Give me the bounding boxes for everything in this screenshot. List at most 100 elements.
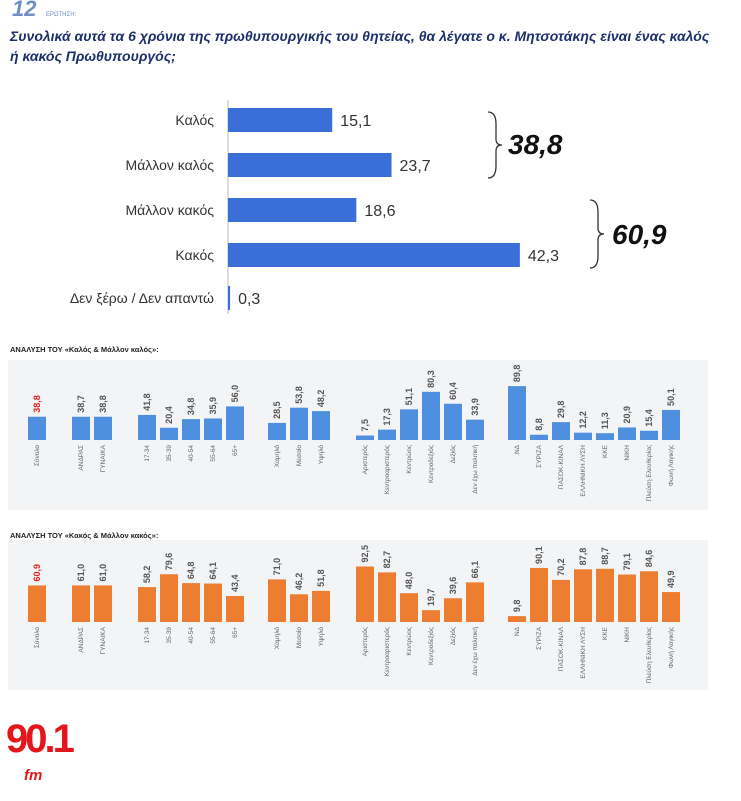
value-label: 51,1 [404, 388, 414, 406]
value-label: 0,3 [238, 291, 260, 308]
value-label: 87,8 [578, 548, 588, 566]
brace [487, 111, 503, 179]
value-label: 38,8 [32, 395, 42, 413]
bar [182, 419, 200, 440]
bar [312, 411, 330, 440]
logo-number: 90.1 [6, 717, 75, 761]
category-label: Σύνολο [33, 445, 41, 466]
subtitle: ΑΝΑΛΥΣΗ ΤΟΥ «Καλός & Μάλλον καλός»: [10, 345, 159, 354]
category-label: ΕΛΛΗΝΙΚΗ ΛΥΣΗ [580, 445, 587, 497]
value-label: 61,0 [98, 564, 108, 582]
bar [378, 572, 396, 622]
value-label: 46,2 [294, 573, 304, 591]
category-label: Μάλλον καλός [126, 157, 215, 173]
category-label: ΣΥΡΙΖΑ [536, 626, 543, 649]
value-label: 20,9 [622, 406, 632, 424]
bar [290, 594, 308, 622]
category-label: ΚΚΕ [602, 444, 609, 458]
value-label: 38,8 [98, 395, 108, 413]
category-label: ΣΥΡΙΖΑ [536, 444, 543, 467]
bar [400, 593, 418, 622]
bar [160, 427, 178, 440]
bar [28, 416, 46, 440]
category-label: Κεντροδεξιός [427, 445, 435, 483]
value-label: 60,4 [448, 382, 458, 400]
value-label: 60,9 [32, 564, 42, 582]
value-label: 41,8 [142, 393, 152, 411]
bar [204, 583, 222, 622]
value-label: 19,7 [426, 589, 436, 607]
bar [268, 422, 286, 440]
category-label: Κεντροαριστερός [383, 627, 391, 676]
category-label: ΚΚΕ [602, 626, 609, 640]
category-label: Δεξιός [449, 627, 457, 645]
value-label: 92,5 [360, 545, 370, 563]
category-label: ΠΑΣΟΚ-ΚΙΝΑΛ [558, 444, 565, 489]
category-label: Φωνή Λογικής [668, 445, 675, 486]
value-label: 39,6 [448, 577, 458, 595]
bar [466, 582, 484, 622]
bar [28, 585, 46, 622]
value-label: 61,0 [76, 564, 86, 582]
bar [228, 243, 520, 267]
bar [574, 569, 592, 622]
bar [596, 568, 614, 622]
value-label: 42,3 [528, 248, 559, 265]
category-label: ΑΝΔΡΑΣ [78, 627, 85, 653]
value-label: 33,9 [470, 398, 480, 416]
category-label: 40-54 [188, 627, 195, 644]
value-label: 51,8 [316, 569, 326, 587]
bar [312, 590, 330, 622]
value-label: 12,2 [578, 411, 588, 429]
chart-title: Συνολικά αυτά τα 6 χρόνια της πρωθυπουργ… [10, 28, 710, 64]
value-label: 48,0 [404, 572, 414, 590]
bar [268, 579, 286, 622]
bar [444, 403, 462, 440]
subtitle: ΑΝΑΛΥΣΗ ΤΟΥ «Κακός & Μάλλον κακός»: [10, 531, 158, 540]
value-label: 88,7 [600, 547, 610, 565]
category-label: Αριστερός [361, 627, 369, 656]
category-label: ΝΙΚΗ [624, 445, 631, 461]
value-label: 79,6 [164, 553, 174, 571]
category-label: Κεντρώος [405, 627, 413, 656]
category-label: ΓΥΝΑΙΚΑ [100, 626, 107, 654]
category-label: Αριστερός [361, 445, 369, 474]
value-label: 15,1 [340, 113, 371, 130]
category-label: Δεν ξέρω / Δεν απαντώ [70, 290, 214, 306]
category-label: Κεντροδεξιός [427, 627, 435, 665]
value-label: 11,3 [600, 412, 610, 429]
bar [618, 427, 636, 440]
value-label: 90,1 [534, 546, 544, 564]
category-label: ΓΥΝΑΙΚΑ [100, 444, 107, 472]
value-label: 23,7 [400, 158, 431, 175]
value-label: 38,7 [76, 395, 86, 413]
value-label: 56,0 [230, 385, 240, 403]
category-label: Μεσαίο [295, 445, 303, 467]
bar [662, 592, 680, 622]
bar [182, 583, 200, 622]
category-label: Μεσαίο [295, 627, 303, 649]
value-label: 64,1 [208, 562, 218, 580]
category-label: 35-39 [166, 627, 173, 644]
bar [290, 407, 308, 440]
bar [508, 616, 526, 622]
value-label: 71,0 [272, 558, 282, 576]
value-label: 79,1 [622, 553, 632, 571]
category-label: Κεντρώος [405, 445, 413, 474]
value-label: 29,8 [556, 401, 566, 419]
value-label: 7,5 [360, 419, 370, 432]
value-label: 70,2 [556, 558, 566, 576]
bar [228, 108, 333, 132]
category-label: 55-64 [210, 627, 217, 644]
bar [444, 598, 462, 622]
bar [596, 433, 614, 440]
question-label: ΕΡΩΤΗΣΗ: [46, 12, 77, 18]
category-label: Φωνή Λογικής [668, 627, 675, 668]
value-label: 53,8 [294, 386, 304, 404]
bar [574, 432, 592, 440]
value-label: 9,8 [512, 600, 522, 613]
bar [552, 422, 570, 440]
category-label: Υψηλό [317, 445, 325, 465]
